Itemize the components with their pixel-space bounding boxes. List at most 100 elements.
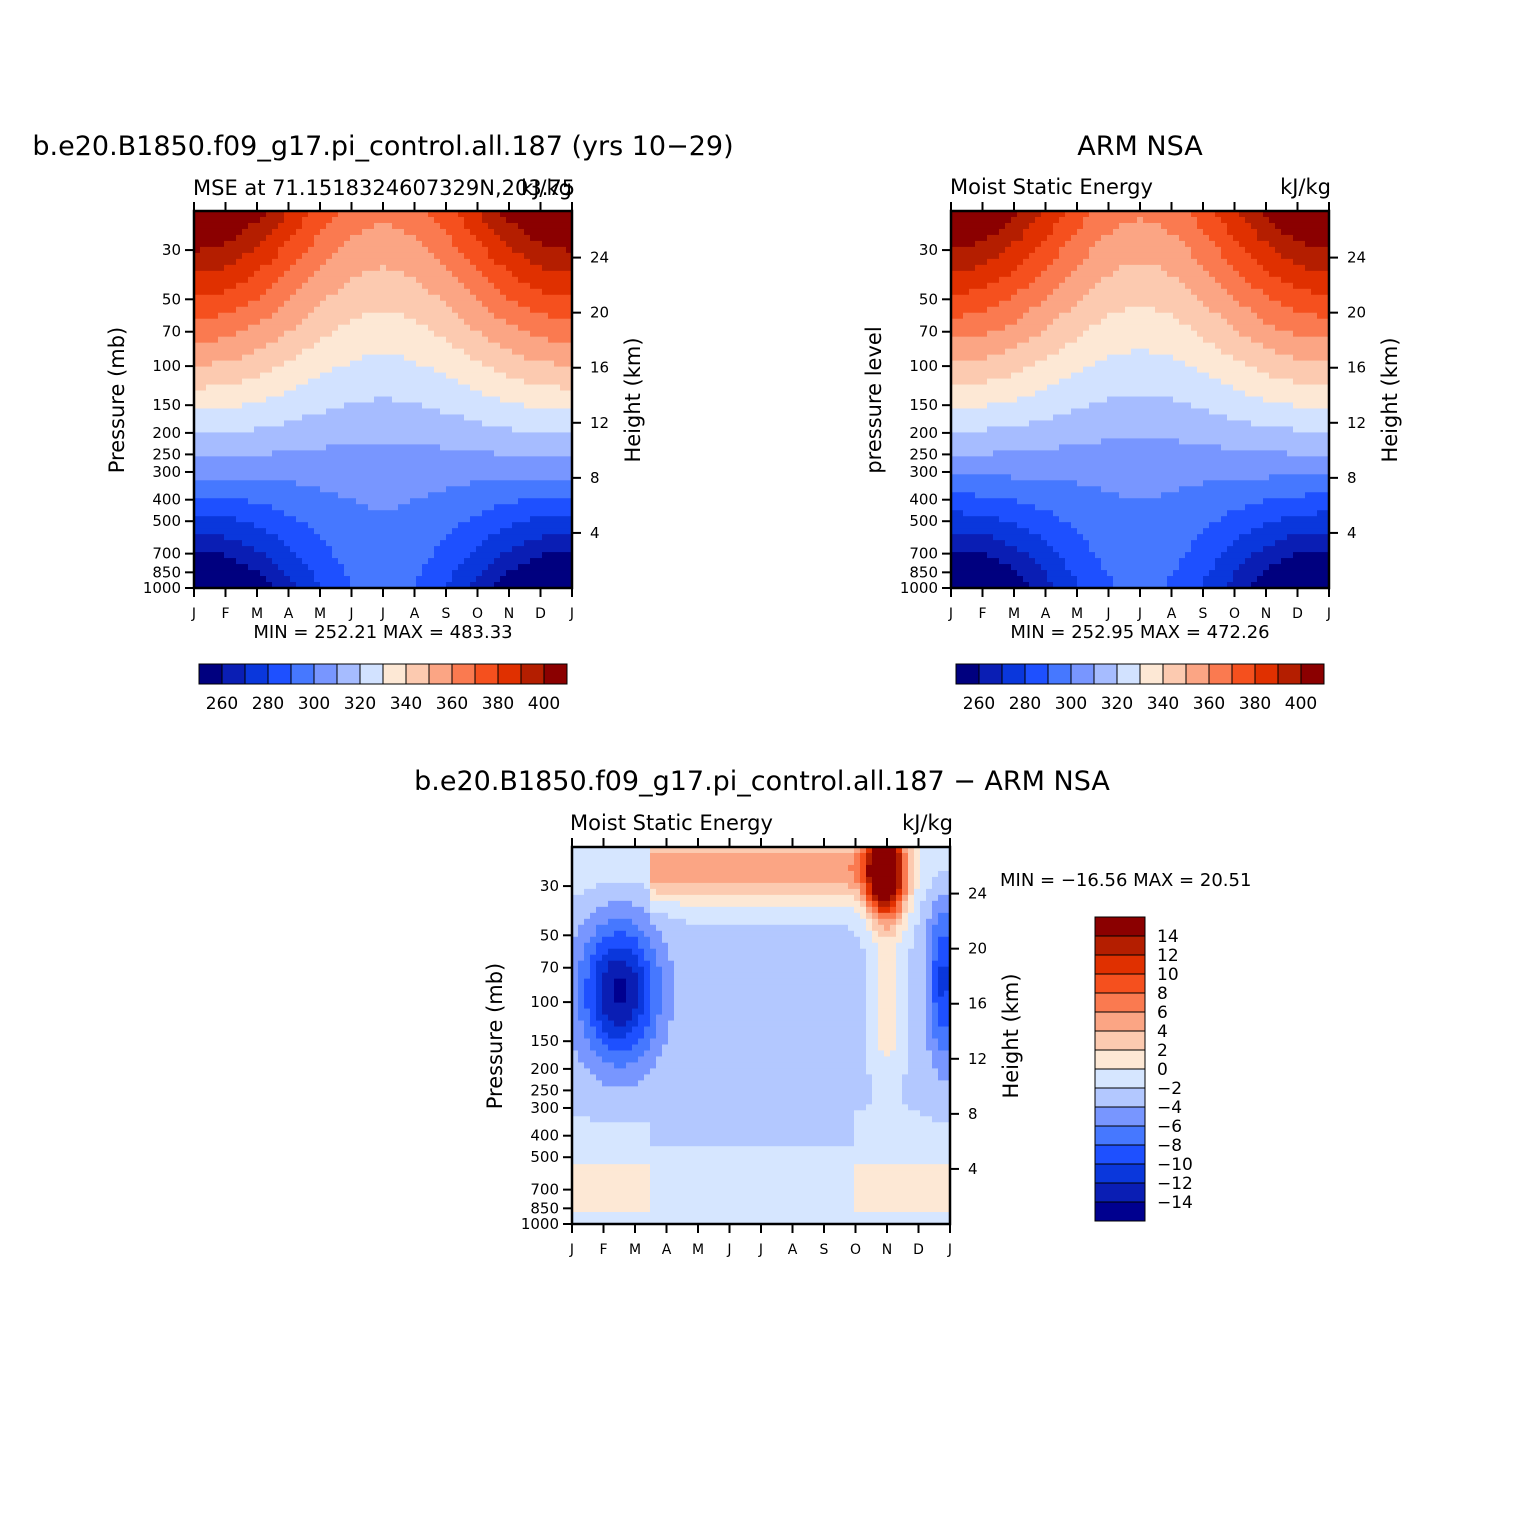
- contour-cell: [482, 462, 489, 469]
- contour-cell: [1029, 282, 1036, 290]
- contour-cell: [506, 246, 513, 254]
- contour-cell: [374, 372, 381, 380]
- contour-cell: [416, 486, 423, 493]
- contour-cell: [368, 420, 375, 428]
- contour-cell: [278, 582, 285, 588]
- contour-cell: [440, 450, 447, 457]
- contour-cell: [284, 420, 291, 428]
- contour-cell: [212, 504, 219, 511]
- contour-cell: [290, 312, 297, 320]
- contour-cell: [248, 270, 255, 278]
- contour-cell: [530, 318, 537, 326]
- contour-cell: [320, 264, 327, 272]
- contour-cell: [362, 426, 369, 434]
- contour-cell: [530, 288, 537, 296]
- contour-cell: [951, 414, 958, 422]
- contour-cell: [969, 426, 976, 434]
- contour-cell: [248, 336, 255, 344]
- contour-cell: [308, 372, 315, 380]
- y-right-tick-label: 4: [590, 524, 600, 542]
- contour-cell: [278, 240, 285, 248]
- contour-cell: [386, 336, 393, 344]
- contour-cell: [446, 492, 453, 499]
- contour-cell: [212, 330, 219, 338]
- contour-cell: [530, 378, 537, 386]
- contour-cell: [1035, 216, 1042, 224]
- contour-cell: [266, 222, 273, 230]
- contour-cell: [482, 300, 489, 308]
- contour-cell: [560, 540, 567, 547]
- contour-cell: [458, 384, 465, 392]
- contour-cell: [218, 540, 225, 547]
- contour-cell: [536, 228, 543, 236]
- contour-cell: [975, 558, 982, 565]
- contour-cell: [446, 468, 453, 475]
- contour-cell: [386, 354, 393, 362]
- contour-cell: [416, 540, 423, 547]
- contour-cell: [380, 390, 387, 398]
- contour-cell: [440, 330, 447, 338]
- contour-cell: [272, 390, 279, 398]
- contour-cell: [350, 510, 357, 517]
- contour-cell: [554, 366, 561, 374]
- contour-cell: [386, 516, 393, 523]
- contour-cell: [566, 348, 572, 356]
- contour-cell: [518, 354, 525, 362]
- contour-cell: [248, 408, 255, 416]
- contour-cell: [951, 558, 958, 565]
- contour-cell: [434, 534, 441, 541]
- contour-cell: [999, 438, 1006, 445]
- contour-cell: [1011, 492, 1018, 499]
- contour-cell: [386, 522, 393, 529]
- contour-cell: [200, 414, 207, 422]
- contour-cell: [999, 480, 1006, 487]
- contour-cell: [236, 408, 243, 416]
- contour-cell: [476, 264, 483, 272]
- contour-cell: [218, 348, 225, 356]
- contour-cell: [368, 258, 375, 266]
- contour-cell: [200, 456, 207, 463]
- contour-cell: [308, 276, 315, 284]
- contour-cell: [392, 378, 399, 386]
- contour-cell: [284, 330, 291, 338]
- contour-cell: [302, 288, 309, 296]
- contour-cell: [362, 246, 369, 254]
- contour-cell: [560, 222, 567, 230]
- contour-cell: [1023, 456, 1030, 463]
- contour-cell: [434, 300, 441, 308]
- contour-cell: [392, 330, 399, 338]
- contour-cell: [500, 480, 507, 487]
- contour-cell: [230, 456, 237, 463]
- contour-cell: [230, 576, 237, 583]
- contour-cell: [440, 240, 447, 248]
- contour-cell: [542, 264, 549, 272]
- contour-cell: [422, 318, 429, 326]
- contour-cell: [290, 300, 297, 308]
- contour-cell: [440, 510, 447, 517]
- contour-cell: [380, 211, 387, 218]
- contour-cell: [566, 474, 572, 481]
- contour-cell: [374, 276, 381, 284]
- contour-cell: [434, 468, 441, 475]
- contour-cell: [284, 216, 291, 224]
- x-tick-label: A: [284, 606, 294, 622]
- contour-cell: [975, 426, 982, 434]
- contour-cell: [368, 528, 375, 535]
- contour-cell: [981, 312, 988, 320]
- contour-cell: [338, 498, 345, 505]
- contour-cell: [284, 222, 291, 230]
- contour-cell: [1029, 378, 1036, 386]
- contour-cell: [458, 228, 465, 236]
- contour-cell: [987, 498, 994, 505]
- contour-cell: [500, 432, 507, 439]
- contour-cell: [380, 552, 387, 559]
- contour-cell: [482, 282, 489, 290]
- contour-cell: [969, 318, 976, 326]
- contour-cell: [254, 576, 261, 583]
- contour-cell: [284, 378, 291, 386]
- contour-cell: [326, 552, 333, 559]
- contour-cell: [464, 258, 471, 266]
- contour-cell: [464, 330, 471, 338]
- contour-cell: [554, 270, 561, 278]
- contour-cell: [350, 366, 357, 374]
